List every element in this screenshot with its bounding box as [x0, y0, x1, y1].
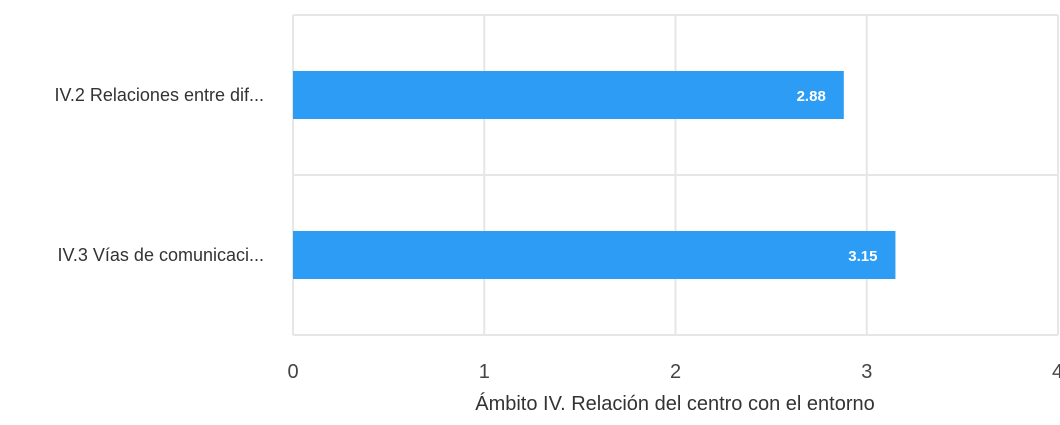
x-tick-label: 1	[479, 361, 490, 383]
category-labels: IV.2 Relaciones entre dif... IV.3 Vías de…	[55, 85, 264, 265]
category-label: IV.2 Relaciones entre dif...	[55, 85, 264, 105]
bar	[293, 231, 896, 279]
bar	[293, 71, 844, 119]
x-tick-label: 3	[861, 361, 872, 383]
x-axis-tick-labels: 0 1 2 3 4	[287, 361, 1060, 383]
bar-data-label: 3.15	[848, 248, 877, 265]
gridlines	[292, 14, 1059, 336]
x-tick-label: 4	[1052, 361, 1060, 383]
bars: 2.88 3.15	[293, 71, 896, 279]
category-label: IV.3 Vías de comunicaci...	[58, 245, 264, 265]
x-axis-title: Ámbito IV. Relación del centro con el en…	[475, 392, 875, 415]
x-tick-label: 0	[287, 361, 298, 383]
x-tick-label: 2	[670, 361, 681, 383]
bar-data-label: 2.88	[797, 88, 826, 105]
